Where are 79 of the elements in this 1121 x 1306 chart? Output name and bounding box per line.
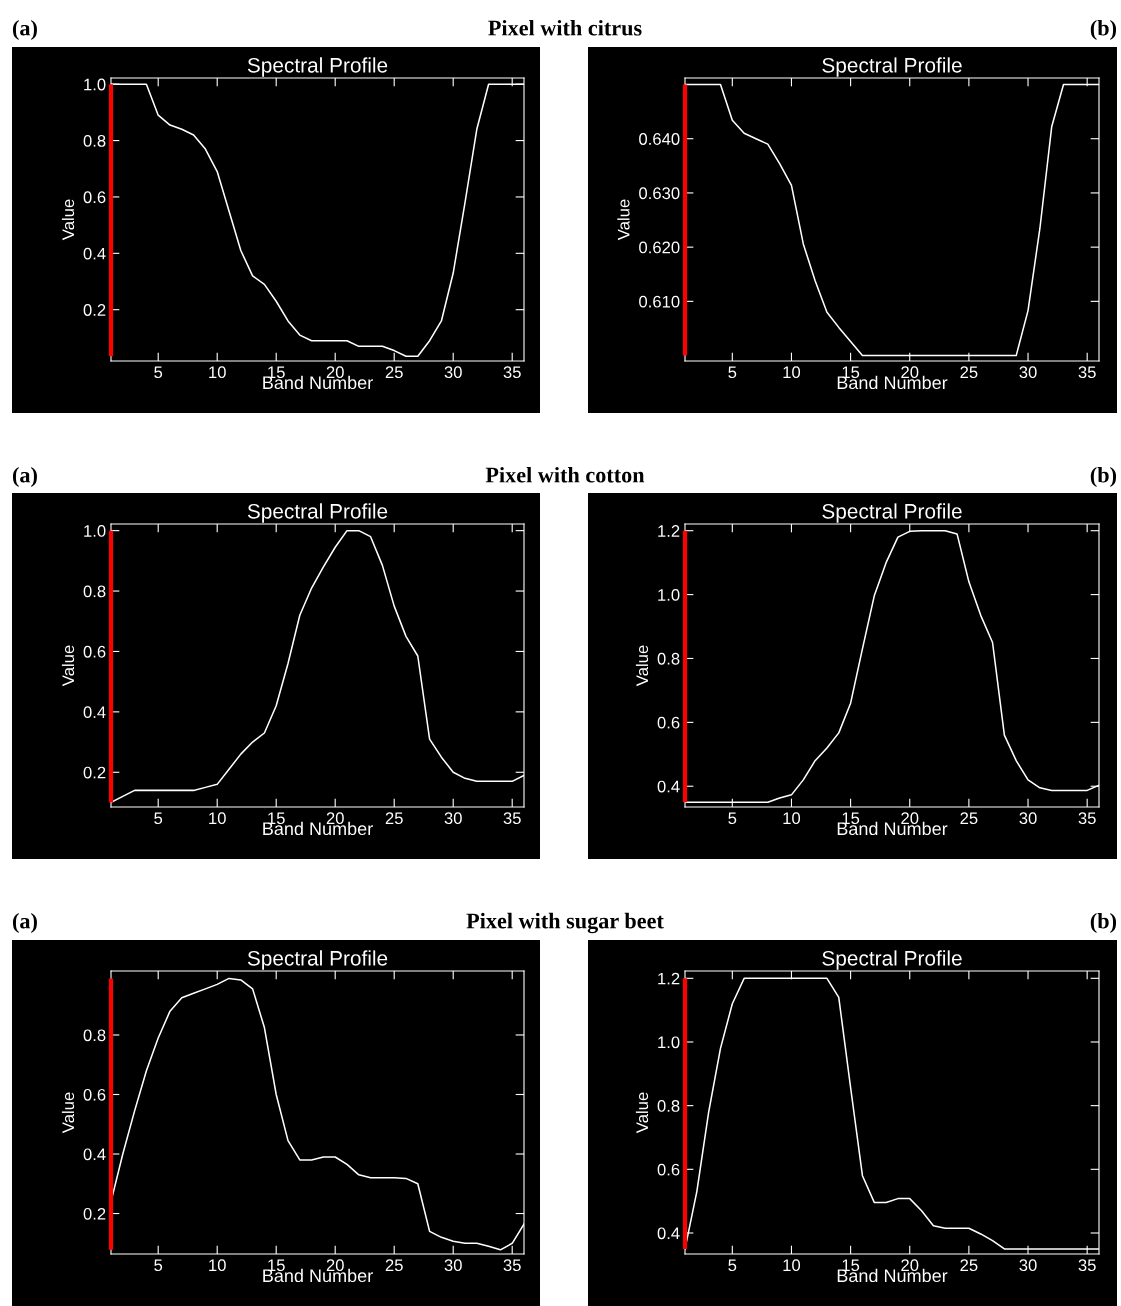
- text: (a): [12, 19, 37, 41]
- chart-title: Spectral Profile: [822, 503, 962, 523]
- y-tick-label: 0.6: [657, 716, 680, 729]
- y-axis-title: Value: [61, 199, 75, 241]
- y-tick-label: 1.0: [658, 588, 680, 601]
- x-tick-label: 30: [444, 366, 462, 379]
- x-tick-label: 35: [503, 366, 521, 379]
- y-tick-label: 0.6: [83, 645, 106, 658]
- y-tick-label: 0.4: [83, 706, 106, 719]
- text: (a): [12, 466, 37, 488]
- chart-title: Spectral Profile: [822, 57, 962, 77]
- y-tick-label: 1.0: [84, 525, 106, 537]
- x-tick-label: 35: [1078, 366, 1096, 379]
- x-tick-label: 5: [728, 812, 737, 825]
- x-tick-label: 30: [444, 812, 462, 825]
- y-tick-label: 0.2: [83, 304, 106, 316]
- x-tick-label: 10: [783, 1259, 801, 1272]
- y-tick-label: 0.4: [657, 780, 680, 793]
- x-tick-label: 30: [444, 1259, 462, 1272]
- x-tick-label: 25: [960, 366, 978, 379]
- x-tick-label: 35: [503, 812, 521, 825]
- x-tick-label: 30: [1019, 1259, 1037, 1272]
- x-tick-label: 30: [1019, 812, 1037, 825]
- y-axis-title: Value: [61, 645, 75, 687]
- y-tick-label: 0.2: [83, 1207, 106, 1220]
- y-axis-title: Value: [61, 1092, 75, 1134]
- x-tick-label: 35: [503, 1259, 521, 1272]
- x-tick-label: 25: [960, 812, 978, 825]
- chart-title: Spectral Profile: [247, 503, 388, 523]
- x-tick-label: 10: [783, 366, 801, 379]
- y-tick-label: 0.630: [639, 187, 680, 200]
- x-tick-label: 10: [209, 1259, 226, 1272]
- x-tick-label: 25: [385, 812, 403, 825]
- y-tick-label: 0.6: [657, 1163, 680, 1176]
- text: (b): [1090, 466, 1117, 488]
- x-tick-label: 35: [1078, 1259, 1096, 1272]
- y-axis-title: Value: [617, 199, 630, 241]
- x-tick-label: 5: [728, 366, 737, 379]
- y-tick-label: 0.620: [639, 241, 680, 254]
- x-tick-label: 10: [783, 812, 801, 825]
- text: (b): [1090, 912, 1117, 934]
- y-tick-label: 1.2: [658, 972, 680, 985]
- y-axis-title: Value: [635, 645, 649, 687]
- y-tick-label: 0.640: [639, 133, 680, 145]
- y-tick-label: 1.2: [658, 525, 680, 537]
- chart-title: Spectral Profile: [247, 57, 388, 77]
- y-tick-label: 0.4: [83, 1148, 106, 1161]
- x-tick-label: 5: [154, 366, 163, 379]
- text: (a): [12, 912, 37, 934]
- y-tick-label: 0.8: [83, 585, 106, 598]
- y-tick-label: 0.2: [83, 766, 106, 779]
- x-tick-label: 5: [154, 812, 163, 825]
- y-tick-label: 0.6: [83, 1088, 106, 1101]
- x-tick-label: 25: [960, 1259, 978, 1272]
- y-tick-label: 0.610: [639, 295, 680, 308]
- text: Pixel with cotton: [485, 466, 645, 483]
- y-axis-title: Value: [635, 1092, 649, 1134]
- y-tick-label: 0.4: [657, 1227, 680, 1240]
- chart-title: Spectral Profile: [822, 950, 962, 970]
- x-tick-label: 30: [1019, 366, 1037, 379]
- x-tick-label: 5: [154, 1259, 163, 1272]
- text: (b): [1090, 19, 1117, 41]
- x-tick-label: 25: [385, 1259, 403, 1272]
- y-tick-label: 0.8: [83, 134, 106, 147]
- x-tick-label: 35: [1078, 812, 1096, 825]
- y-tick-label: 1.0: [84, 78, 106, 91]
- text: Pixel with sugar beet: [466, 912, 664, 934]
- y-tick-label: 0.8: [657, 652, 680, 665]
- x-tick-label: 10: [209, 812, 226, 825]
- x-tick-label: 5: [728, 1259, 737, 1272]
- x-tick-label: 25: [385, 366, 403, 379]
- chart-title: Spectral Profile: [247, 950, 388, 970]
- text: Pixel with citrus: [488, 19, 642, 36]
- x-tick-label: 10: [209, 366, 226, 379]
- y-tick-label: 0.6: [83, 191, 106, 204]
- y-tick-label: 0.8: [657, 1100, 680, 1112]
- y-tick-label: 0.4: [83, 247, 106, 260]
- y-tick-label: 0.8: [83, 1029, 106, 1042]
- y-tick-label: 1.0: [658, 1036, 680, 1049]
